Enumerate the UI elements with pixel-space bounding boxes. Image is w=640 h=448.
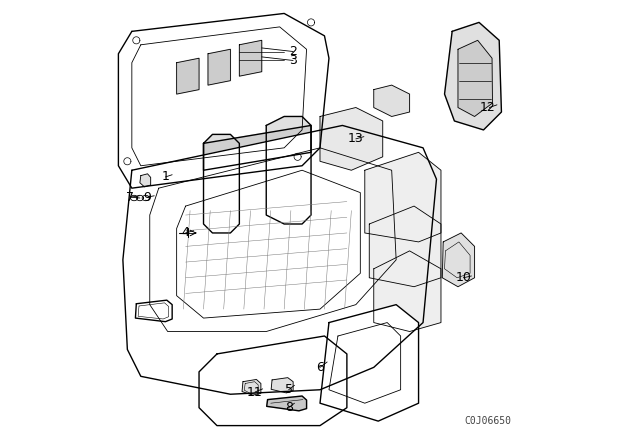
Polygon shape bbox=[123, 125, 436, 394]
Polygon shape bbox=[204, 125, 311, 170]
Text: 1: 1 bbox=[161, 170, 170, 184]
Text: 11: 11 bbox=[247, 385, 263, 399]
Polygon shape bbox=[267, 396, 307, 411]
Polygon shape bbox=[374, 85, 410, 116]
Text: 10: 10 bbox=[456, 271, 471, 284]
Polygon shape bbox=[199, 336, 347, 426]
Polygon shape bbox=[374, 251, 441, 332]
Text: 8: 8 bbox=[285, 401, 292, 414]
Polygon shape bbox=[365, 152, 441, 242]
Polygon shape bbox=[320, 108, 383, 170]
Text: 12: 12 bbox=[480, 101, 496, 114]
Polygon shape bbox=[266, 116, 311, 224]
Polygon shape bbox=[242, 379, 261, 395]
Polygon shape bbox=[239, 40, 262, 76]
Polygon shape bbox=[458, 40, 493, 116]
Polygon shape bbox=[136, 300, 172, 322]
Text: 13: 13 bbox=[348, 132, 364, 146]
Polygon shape bbox=[271, 378, 293, 393]
Text: 7: 7 bbox=[125, 190, 134, 204]
Text: 5: 5 bbox=[285, 383, 292, 396]
Text: 2: 2 bbox=[289, 45, 297, 58]
Polygon shape bbox=[369, 206, 441, 287]
Polygon shape bbox=[118, 13, 329, 188]
Polygon shape bbox=[208, 49, 230, 85]
Polygon shape bbox=[445, 22, 502, 130]
Text: 9: 9 bbox=[143, 190, 152, 204]
Text: 6: 6 bbox=[316, 361, 324, 374]
Text: 4: 4 bbox=[182, 226, 189, 240]
Polygon shape bbox=[140, 174, 150, 187]
Polygon shape bbox=[320, 305, 419, 421]
Polygon shape bbox=[177, 58, 199, 94]
Text: 3: 3 bbox=[289, 54, 297, 67]
Polygon shape bbox=[442, 233, 475, 287]
Text: C0J06650: C0J06650 bbox=[465, 416, 511, 426]
Polygon shape bbox=[204, 134, 239, 233]
